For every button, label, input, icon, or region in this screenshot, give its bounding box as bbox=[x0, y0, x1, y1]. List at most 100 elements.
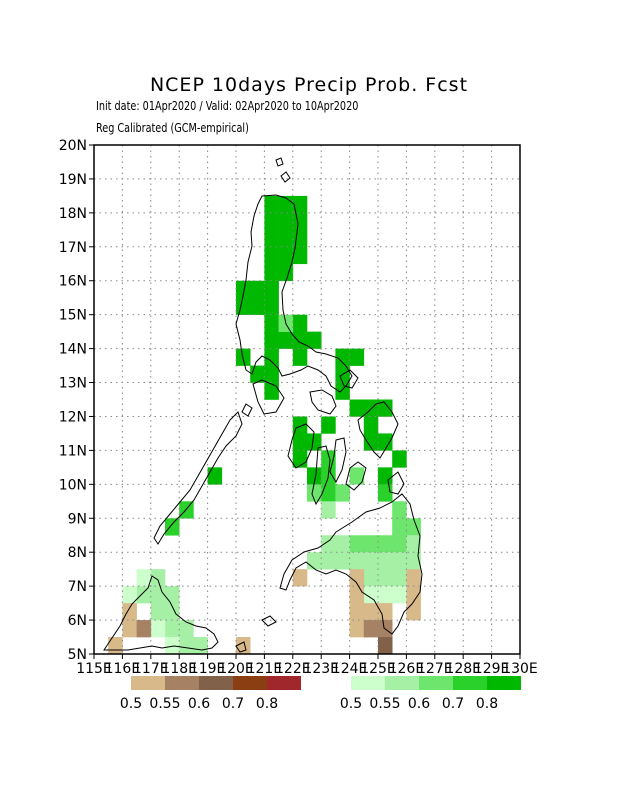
wet-legend-label: 0.8 bbox=[476, 696, 498, 712]
lon-tick-label: 118E bbox=[161, 661, 197, 677]
cell-wet2 bbox=[335, 535, 350, 553]
cell-wet2 bbox=[335, 552, 350, 570]
cell-wet5 bbox=[349, 348, 365, 366]
dry-legend-swatch bbox=[165, 676, 199, 690]
cell-dry3 bbox=[378, 637, 393, 655]
cell-wet2 bbox=[193, 637, 208, 655]
cell-wet2 bbox=[321, 552, 336, 570]
cell-wet4 bbox=[321, 484, 336, 502]
cell-dry1 bbox=[406, 586, 421, 604]
lon-tick-label: 124E bbox=[332, 661, 368, 677]
cell-wet3 bbox=[349, 467, 365, 485]
dry-legend-swatch bbox=[267, 676, 301, 690]
lon-tick-label: 119E bbox=[190, 661, 226, 677]
cell-wet2 bbox=[378, 552, 393, 570]
cell-wet4 bbox=[165, 518, 180, 536]
cell-wet2 bbox=[378, 569, 393, 587]
cell-wet4 bbox=[179, 501, 194, 519]
dry-legend-swatch bbox=[131, 676, 165, 690]
cell-wet3 bbox=[307, 484, 322, 502]
cell-wet5 bbox=[292, 331, 308, 349]
cell-wet1 bbox=[136, 569, 152, 587]
cell-wet2 bbox=[363, 569, 379, 587]
lat-tick-label: 20N bbox=[59, 138, 87, 154]
map-subtitle-dates: Init date: 01Apr2020 / Valid: 02Apr2020 … bbox=[96, 98, 359, 113]
cell-wet5 bbox=[378, 467, 393, 485]
cell-wet5 bbox=[292, 212, 308, 231]
lat-tick-label: 6N bbox=[68, 613, 87, 629]
dry-legend-label: 0.8 bbox=[256, 696, 278, 712]
dry-legend-swatch bbox=[233, 676, 267, 690]
cell-wet5 bbox=[278, 212, 294, 231]
cell-wet2 bbox=[392, 552, 407, 570]
probability-legend: 0.5 0.55 0.6 0.7 0.8 0.5 0.55 0.6 0.7 0.8 bbox=[120, 676, 521, 712]
map-axes: 5N 6N 7N 8N 9N 10N 11N 12N 13N 14N 15N 16N 17N 18N 19N… bbox=[59, 138, 538, 677]
cell-wet2 bbox=[165, 603, 180, 621]
cell-wet5 bbox=[264, 229, 279, 248]
cell-dry1 bbox=[406, 603, 421, 621]
map-title: NCEP 10days Precip Prob. Fcst bbox=[149, 74, 469, 96]
wet-legend-label: 0.7 bbox=[442, 696, 464, 712]
lon-tick-label: 121E bbox=[247, 661, 283, 677]
cell-wet5 bbox=[278, 331, 294, 349]
cell-wet5 bbox=[363, 416, 379, 434]
wet-legend-swatch bbox=[453, 676, 487, 690]
cell-wet2 bbox=[150, 569, 166, 587]
dry-legend-label: 0.7 bbox=[222, 696, 244, 712]
cell-dry1 bbox=[406, 569, 421, 587]
cell-wet5 bbox=[264, 365, 279, 383]
lon-tick-label: 127E bbox=[417, 661, 453, 677]
cell-wet5 bbox=[392, 450, 407, 468]
cell-dry1 bbox=[122, 603, 137, 621]
wet-legend-swatch bbox=[487, 676, 521, 690]
cell-wet3 bbox=[349, 535, 365, 553]
cell-wet1 bbox=[378, 586, 393, 604]
cell-wet5 bbox=[292, 348, 308, 366]
lon-tick-label: 123E bbox=[303, 661, 339, 677]
cell-wet2 bbox=[321, 535, 336, 553]
cell-wet5 bbox=[264, 297, 279, 315]
cell-wet5 bbox=[264, 331, 279, 349]
cell-wet2 bbox=[363, 552, 379, 570]
cell-dry1 bbox=[236, 637, 251, 655]
lon-tick-label: 120E bbox=[218, 661, 254, 677]
cell-wet2 bbox=[179, 620, 194, 638]
lat-tick-label: 5N bbox=[68, 647, 87, 663]
cell-wet2 bbox=[150, 603, 166, 621]
lat-tick-label: 7N bbox=[68, 579, 87, 595]
coastline bbox=[103, 157, 423, 653]
cell-dry1 bbox=[122, 620, 137, 638]
lon-tick-label: 130E bbox=[502, 661, 538, 677]
cell-wet5 bbox=[292, 433, 308, 451]
dry-legend-label: 0.6 bbox=[188, 696, 210, 712]
cell-wet5 bbox=[264, 382, 279, 400]
lat-tick-label: 14N bbox=[59, 342, 87, 358]
cell-wet5 bbox=[278, 263, 294, 282]
cell-wet2 bbox=[165, 620, 180, 638]
cell-wet5 bbox=[250, 280, 265, 298]
cell-wet5 bbox=[250, 297, 265, 315]
lon-tick-label: 115E bbox=[76, 661, 112, 677]
lon-tick-label: 117E bbox=[133, 661, 169, 677]
cell-dry1 bbox=[349, 603, 365, 621]
cell-dry1 bbox=[378, 603, 393, 621]
cell-dry1 bbox=[349, 620, 365, 638]
cell-wet1 bbox=[122, 586, 137, 604]
lat-tick-label: 9N bbox=[68, 511, 87, 527]
dry-legend-label: 0.55 bbox=[149, 696, 180, 712]
lon-tick-label: 116E bbox=[105, 661, 141, 677]
cell-dry2 bbox=[363, 620, 379, 638]
lat-tick-label: 18N bbox=[59, 206, 87, 222]
lat-tick-label: 13N bbox=[59, 376, 87, 392]
lat-tick-label: 10N bbox=[59, 477, 87, 493]
cell-wet2 bbox=[321, 501, 336, 519]
lat-tick-label: 16N bbox=[59, 274, 87, 290]
cell-wet5 bbox=[264, 212, 279, 231]
cell-dry1 bbox=[349, 586, 365, 604]
cell-wet5 bbox=[321, 416, 336, 434]
cell-wet1 bbox=[363, 586, 379, 604]
cell-wet3 bbox=[335, 484, 350, 502]
cell-dry1 bbox=[292, 569, 308, 587]
cell-wet3 bbox=[363, 535, 379, 553]
